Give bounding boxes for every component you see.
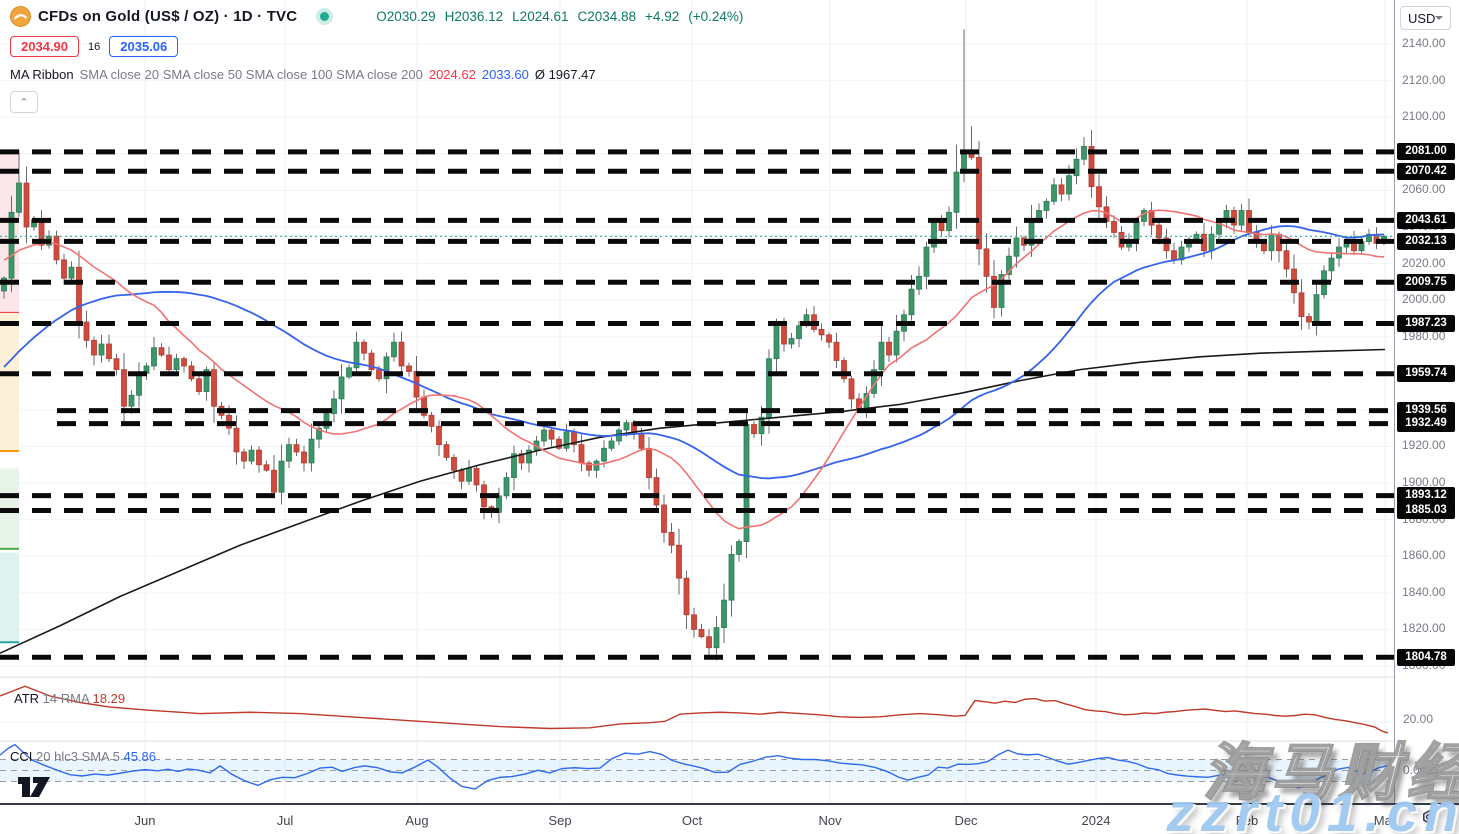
price-tick-label: 2100.00: [1402, 109, 1446, 124]
atr-params: 14 RMA: [42, 691, 89, 706]
price-tick-label: 1920.00: [1402, 438, 1446, 453]
change-percent: (+0.24%): [688, 9, 744, 24]
atr-axis-value: 20.00: [1403, 712, 1434, 726]
time-axis-label: Jun: [134, 813, 156, 828]
cci-indicator-legend[interactable]: CCI 20 hlc3 SMA 5 45.86: [10, 749, 156, 764]
ma-sma20-value: 2024.62: [428, 67, 476, 82]
ohlc-low: L2024.61: [512, 9, 569, 24]
ohlc-values: O2030.29 H2036.12 L2024.61 C2034.88 +4.9…: [376, 9, 743, 24]
ohlc-close: C2034.88: [577, 9, 637, 24]
spread-value: 16: [88, 40, 101, 53]
price-tick-label: 1900.00: [1402, 475, 1446, 490]
price-level-tag: 1885.03: [1397, 501, 1455, 519]
price-tick-label: 2000.00: [1402, 292, 1446, 307]
price-level-tag: 2081.00: [1397, 143, 1455, 161]
price-level-tag: 1939.56: [1397, 402, 1455, 420]
main-chart-svg: [0, 0, 1394, 803]
chevron-down-icon: [1435, 16, 1444, 20]
ohlc-open: O2030.29: [376, 9, 436, 24]
price-level-tag: 1987.23: [1397, 314, 1455, 332]
time-axis-label: Sep: [548, 813, 572, 828]
chevron-up-icon: ⌃: [19, 96, 29, 109]
price-level-tag: 1804.78: [1397, 648, 1455, 666]
atr-indicator-legend[interactable]: ATR 14 RMA 18.29: [14, 691, 125, 706]
cci-title: CCI: [10, 749, 33, 764]
collapse-legend-button[interactable]: ⌃: [10, 91, 38, 113]
time-axis[interactable]: Jun Jul Aug Sep Oct Nov Dec 2024 Feb Mar: [0, 803, 1397, 834]
price-level-tag: 1932.49: [1397, 415, 1455, 433]
ma-ribbon-title[interactable]: MA Ribbon: [10, 67, 74, 82]
price-tick-label: 2120.00: [1402, 72, 1446, 87]
price-level-tag: 2009.75: [1397, 273, 1455, 291]
atr-value: 18.29: [92, 691, 126, 706]
time-axis-label: Oct: [681, 813, 703, 828]
time-axis-label: Jul: [276, 813, 294, 828]
settings-gear-icon[interactable]: [1420, 809, 1438, 832]
cci-params: 20 hlc3 SMA 5: [36, 749, 120, 764]
chart-area[interactable]: CFDs on Gold (US$ / OZ) · 1D · TVC O2030…: [0, 0, 1394, 803]
ma-average-value: Ø 1967.47: [534, 67, 596, 82]
price-tick-label: 2060.00: [1402, 182, 1446, 197]
currency-selector[interactable]: USD: [1400, 6, 1451, 30]
chart-legend: CFDs on Gold (US$ / OZ) · 1D · TVC O2030…: [10, 6, 743, 113]
price-level-tag: 1959.74: [1397, 365, 1455, 383]
time-axis-label: Aug: [405, 813, 429, 828]
tradingview-logo[interactable]: [16, 773, 52, 806]
bid-price-button[interactable]: 2034.90: [10, 36, 79, 57]
price-tick-label: 2020.00: [1402, 255, 1446, 270]
symbol-title[interactable]: CFDs on Gold (US$ / OZ) · 1D · TVC: [38, 8, 298, 25]
market-status-icon[interactable]: [320, 12, 330, 21]
axis-corner: [1394, 803, 1459, 834]
ask-price-button[interactable]: 2035.06: [109, 36, 179, 57]
price-tick-label: 1840.00: [1402, 584, 1446, 599]
price-axis[interactable]: USD 2140.002120.002100.002060.002040.002…: [1394, 0, 1459, 834]
ohlc-high: H2036.12: [444, 9, 504, 24]
cci-value: 45.86: [123, 749, 157, 764]
price-tick-label: 1860.00: [1402, 548, 1446, 563]
cci-axis-value: 0.00: [1403, 763, 1427, 777]
time-axis-label: Dec: [954, 813, 978, 828]
price-level-tag: 2070.42: [1397, 162, 1455, 180]
price-tick-label: 2140.00: [1402, 36, 1446, 50]
price-tick-label: 1980.00: [1402, 328, 1446, 343]
ma-sma50-value: 2033.60: [481, 67, 529, 82]
time-axis-label: Mar: [1373, 813, 1397, 828]
atr-title: ATR: [14, 691, 40, 706]
price-level-tag: 2043.61: [1397, 211, 1455, 229]
price-level-tag: 2032.13: [1397, 232, 1455, 250]
ma-ribbon-params: SMA close 20 SMA close 50 SMA close 100 …: [79, 67, 423, 82]
gold-coin-icon: [10, 6, 31, 27]
time-axis-label: Nov: [818, 813, 842, 828]
currency-label: USD: [1408, 10, 1436, 26]
time-axis-label: 2024: [1081, 813, 1111, 828]
time-axis-label: Feb: [1235, 813, 1259, 828]
price-tick-label: 1820.00: [1402, 621, 1446, 636]
price-level-tag: 1893.12: [1397, 487, 1455, 505]
change-value: +4.92: [645, 9, 680, 24]
